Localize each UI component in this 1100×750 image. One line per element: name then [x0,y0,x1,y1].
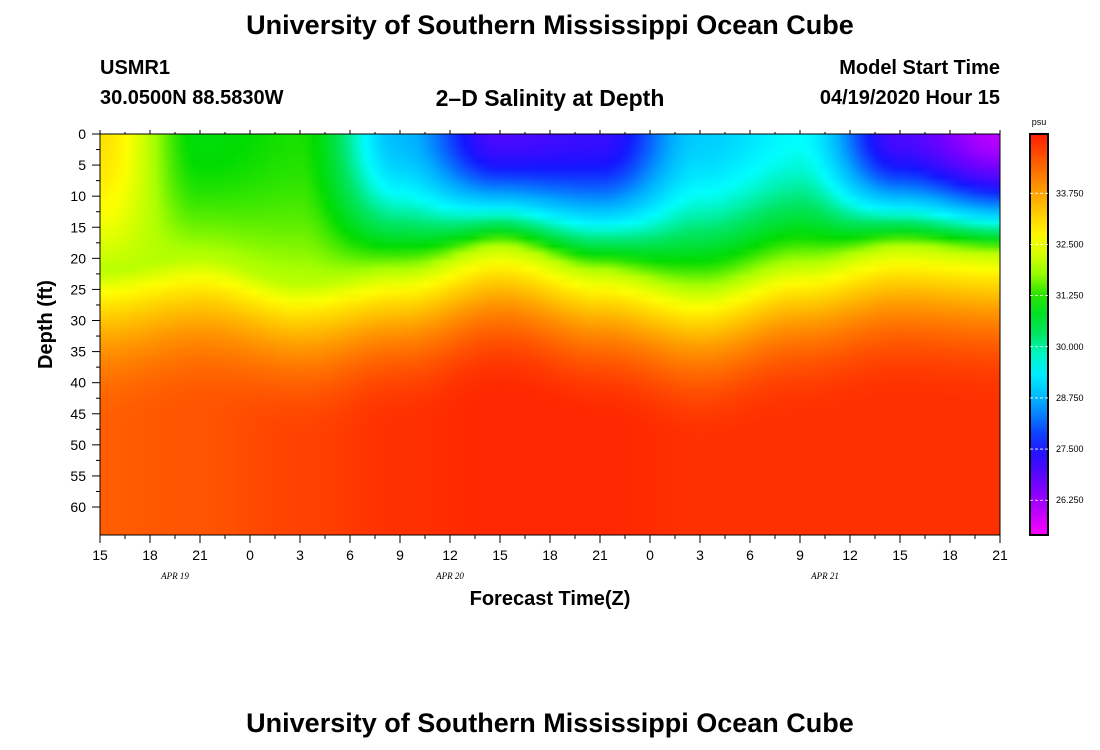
y-tick-label: 0 [78,126,86,142]
y-tick-label: 60 [70,499,86,515]
y-tick-label: 5 [78,157,86,173]
x-tick-label: 15 [492,547,508,563]
y-tick-label: 50 [70,437,86,453]
y-tick-label: 45 [70,406,86,422]
y-tick-label: 15 [70,219,86,235]
station-coordinates: 30.0500N 88.5830W [100,87,284,109]
colorbar-tick-label: 30.000 [1056,342,1084,352]
x-date-label: APR 21 [810,571,839,581]
x-tick-label: 0 [246,547,254,563]
x-tick-label: 18 [142,547,158,563]
colorbar-tick-label: 28.750 [1056,393,1084,403]
x-tick-label: 6 [746,547,754,563]
colorbar-tick-label: 33.750 [1056,188,1084,198]
x-tick-label: 21 [192,547,208,563]
x-axis-title: Forecast Time(Z) [470,588,631,610]
y-tick-label: 40 [70,375,86,391]
colorbar-gradient [1029,133,1049,536]
colorbar-unit-label: psu [1032,117,1047,127]
x-tick-label: 9 [396,547,404,563]
x-tick-label: 12 [842,547,858,563]
colorbar-tick-label: 26.250 [1056,495,1084,505]
colorbar-tick-label: 27.500 [1056,444,1084,454]
x-tick-label: 6 [346,547,354,563]
y-tick-label: 35 [70,344,86,360]
colorbar-tick-label: 31.250 [1056,291,1084,301]
x-tick-label: 0 [646,547,654,563]
y-tick-label: 20 [70,250,86,266]
colorbar: 26.250 27.500 28.750 30.000 31.250 32.500 33.7… [1029,117,1084,536]
model-start-label: Model Start Time [839,57,1000,79]
model-start-value: 04/19/2020 Hour 15 [819,87,1000,109]
x-tick-label: 15 [92,547,108,563]
salinity-heatmap-field [100,134,1000,535]
top-title: University of Southern Mississippi Ocean… [246,10,854,40]
y-tick-label: 55 [70,468,86,484]
x-tick-label: 12 [442,547,458,563]
x-date-label: APR 20 [435,571,464,581]
x-tick-label: 21 [592,547,608,563]
station-id: USMR1 [100,57,171,79]
y-tick-label: 25 [70,281,86,297]
colorbar-tick-label: 32.500 [1056,239,1084,249]
x-tick-label: 18 [542,547,558,563]
x-tick-label: 21 [992,547,1008,563]
y-tick-label: 10 [70,188,86,204]
x-tick-label: 3 [696,547,704,563]
x-tick-label: 3 [296,547,304,563]
bottom-title: University of Southern Mississippi Ocean… [246,708,854,738]
x-tick-label: 9 [796,547,804,563]
plot-title: 2–D Salinity at Depth [435,85,665,111]
x-tick-label: 18 [942,547,958,563]
y-axis: 0 5 10 15 20 25 30 35 40 45 50 55 60 [70,126,100,515]
x-tick-label: 15 [892,547,908,563]
x-date-label: APR 19 [160,571,189,581]
y-tick-label: 30 [70,313,86,329]
y-axis-title: Depth (ft) [35,280,57,369]
